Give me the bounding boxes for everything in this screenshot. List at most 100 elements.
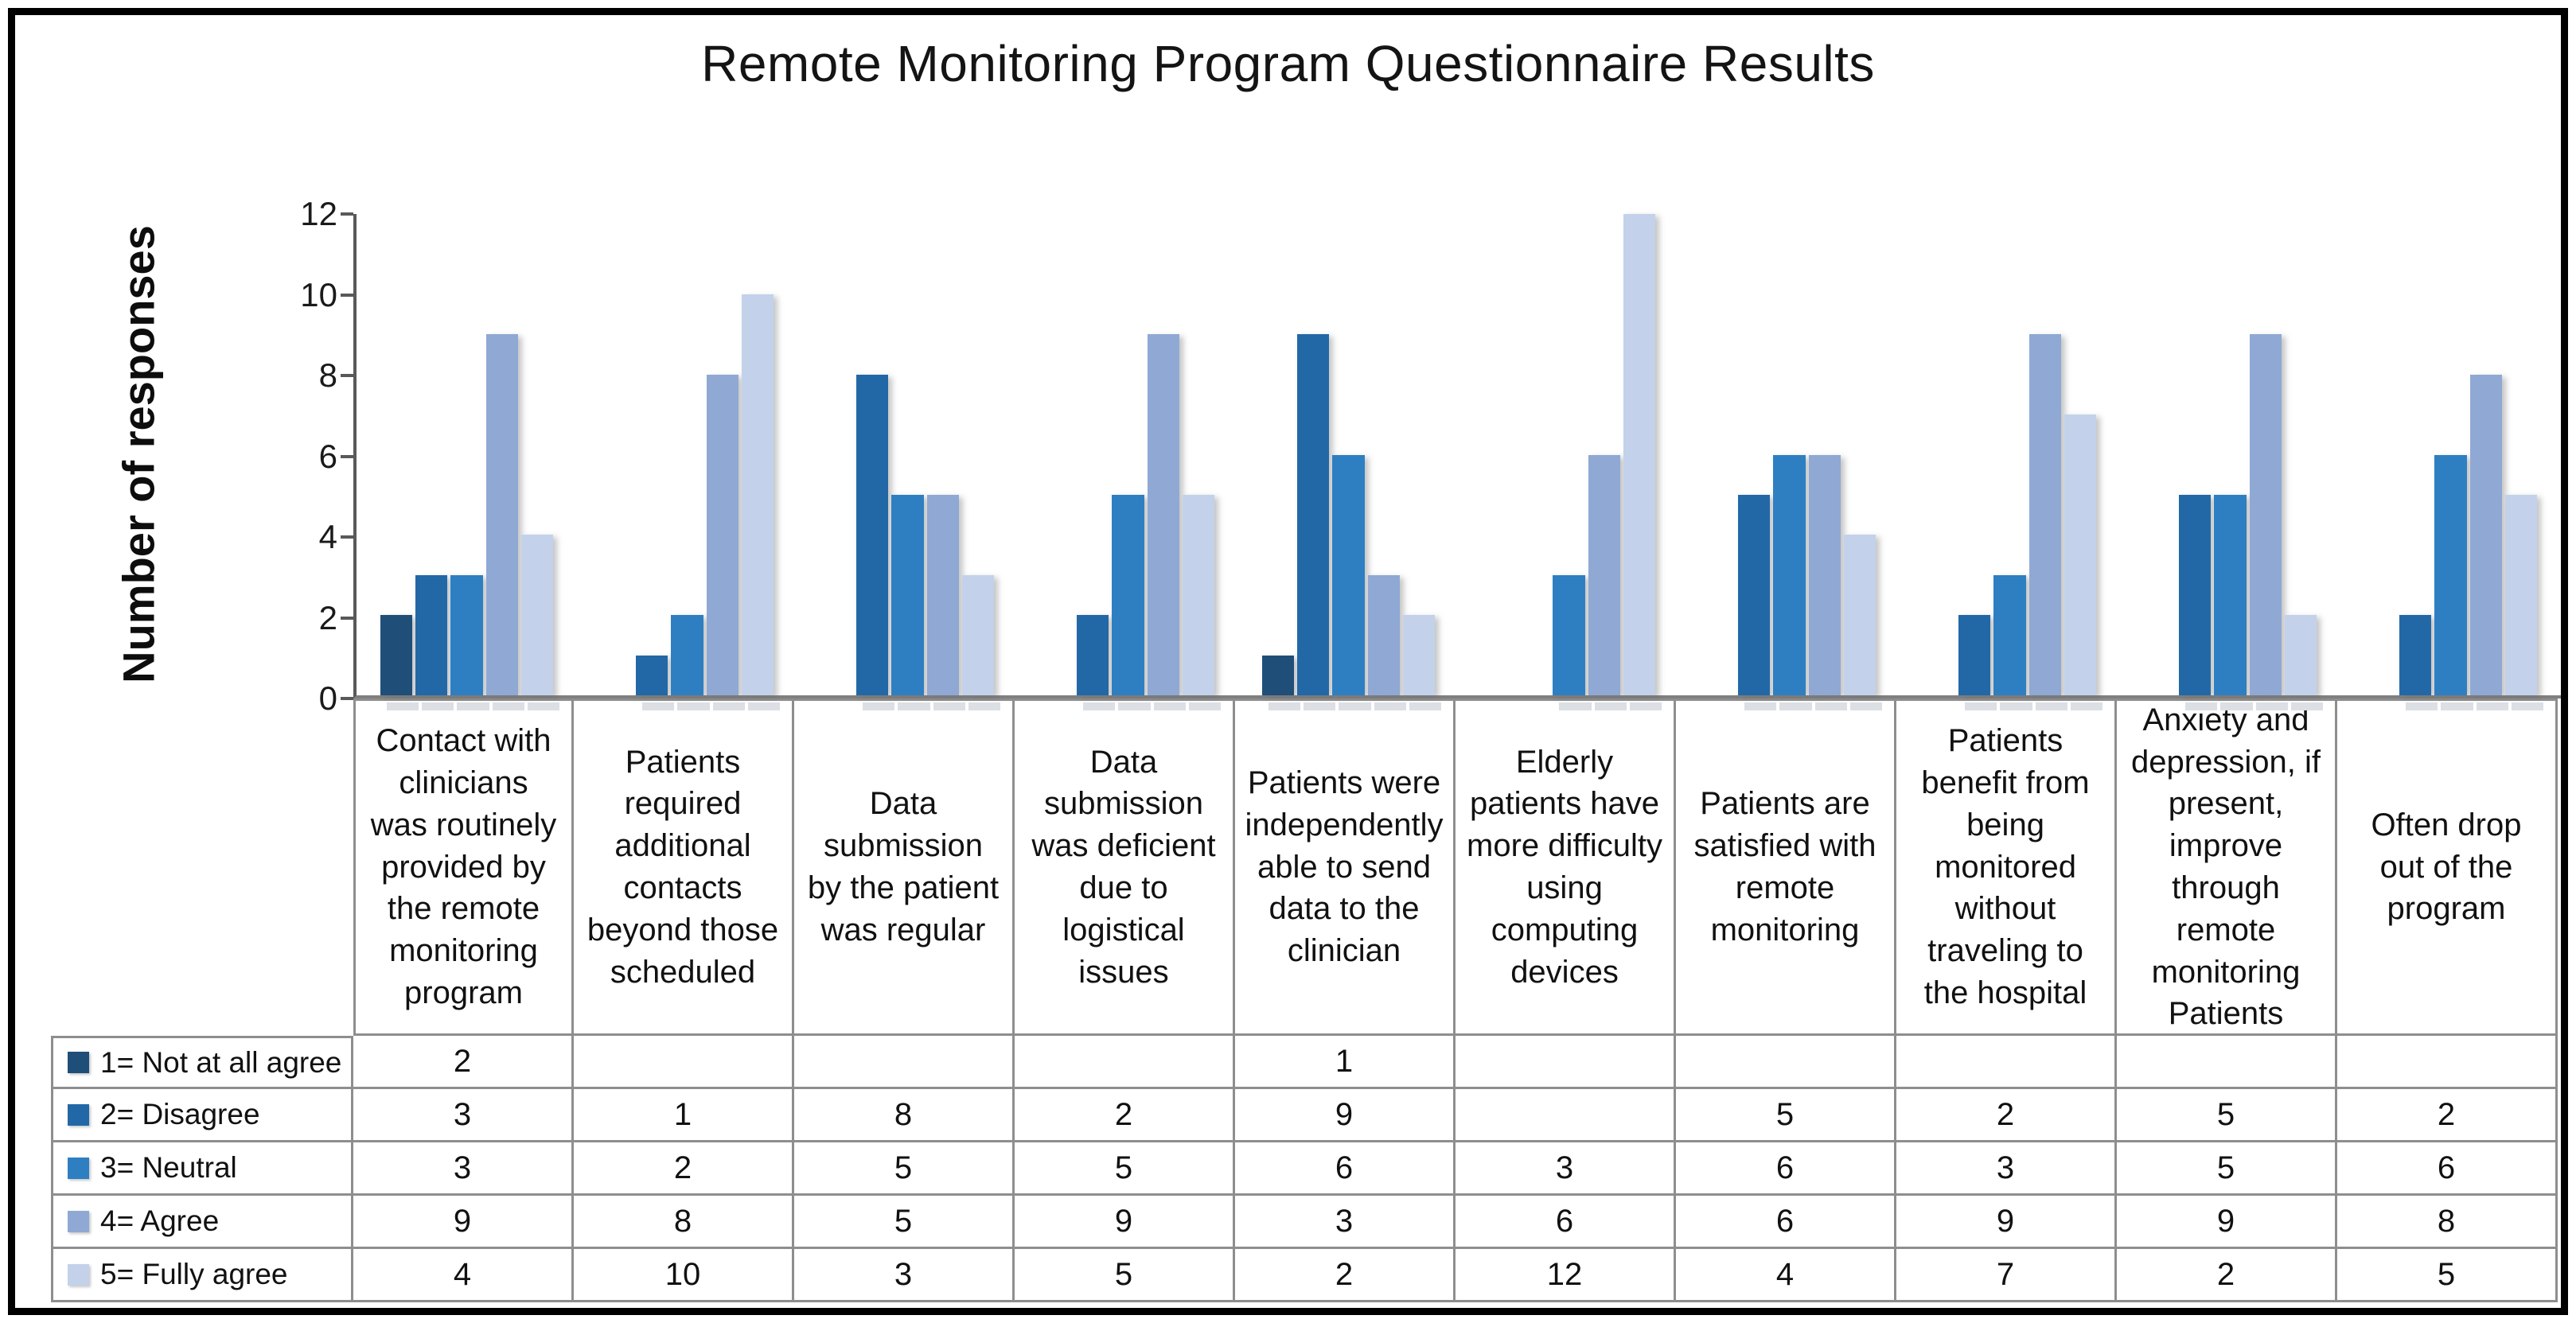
bar-slot: [926, 214, 965, 710]
bar-shadow: [2290, 702, 2324, 710]
legend-cell: 3= Neutral: [51, 1142, 353, 1196]
value-cell: 6: [1235, 1142, 1456, 1196]
bar-shadow: [1409, 702, 1442, 710]
legend-label: 2= Disagree: [100, 1098, 260, 1130]
bar-slot: [1703, 214, 1735, 695]
bar-shadow: [1118, 702, 1151, 710]
value-cell: 1: [1235, 1036, 1456, 1089]
bar-shadow: [1849, 702, 1883, 710]
y-axis-tick-mark: [341, 454, 353, 458]
value-cell: 2: [353, 1036, 574, 1089]
bar-s2-c7: [1738, 494, 1771, 695]
bar-slot: [2469, 214, 2508, 710]
bar-slot: [485, 214, 524, 710]
legend-cell: 5= Fully agree: [51, 1249, 353, 1302]
value-cell: 3: [1896, 1142, 2117, 1196]
bar-shadow: [2476, 702, 2508, 710]
value-cell: 3: [794, 1249, 1015, 1302]
value-cell: 12: [1456, 1249, 1676, 1302]
bar-slot: [671, 214, 710, 710]
bar-shadow: [1188, 702, 1222, 710]
bar-s4-c8: [2028, 334, 2061, 695]
category-group: [1238, 214, 1459, 710]
bar-shadow: [642, 702, 675, 710]
chart-title: Remote Monitoring Program Questionnaire …: [701, 35, 1875, 92]
bar-s3-c3: [891, 494, 924, 695]
bar-s5-c10: [2504, 494, 2538, 695]
value-cell: 5: [794, 1142, 1015, 1196]
value-cell: [574, 1036, 794, 1089]
bar-slot: [2249, 214, 2288, 710]
bar-slot: [961, 214, 1001, 710]
bar-slot: [821, 214, 853, 695]
y-axis-tick-label: 2: [318, 598, 337, 636]
bar-shadow: [1269, 702, 1301, 710]
value-cell: 5: [794, 1196, 1015, 1249]
bar-shadow: [2441, 702, 2473, 710]
bar-slot: [2179, 214, 2218, 710]
bar-slot: [520, 214, 560, 710]
bar-shadow: [1779, 702, 1812, 710]
y-axis-tick-mark: [341, 374, 353, 377]
value-cell: 5: [2117, 1089, 2337, 1142]
category-header-cell: Data submission by the patient was regul…: [794, 698, 1015, 1036]
bar-s5-c2: [741, 294, 774, 695]
value-cell: 8: [2337, 1196, 2558, 1249]
value-cell: 3: [353, 1089, 574, 1142]
value-cell: 5: [1015, 1142, 1235, 1196]
bar-shadow: [1083, 702, 1116, 710]
bar-s4-c3: [926, 494, 959, 695]
bar-s4-c7: [1808, 454, 1841, 695]
bar-s5-c9: [2284, 615, 2317, 695]
value-cell: [1456, 1089, 1676, 1142]
bar-s2-c8: [1958, 615, 1991, 695]
bar-shadow: [677, 702, 710, 710]
bar-slot: [1262, 214, 1301, 710]
legend-cell: 1= Not at all agree: [51, 1036, 353, 1089]
bar-shadow: [387, 702, 419, 710]
value-cell: 4: [1676, 1249, 1896, 1302]
bar-slot: [1923, 214, 1955, 695]
category-header-cell: Elderly patients have more difficulty us…: [1456, 698, 1676, 1036]
value-cell: [2337, 1036, 2558, 1089]
y-axis-tick-label: 6: [318, 437, 337, 475]
bar-slot: [1518, 214, 1549, 695]
bar-s4-c1: [485, 334, 518, 695]
bar-s1-c5: [1262, 655, 1295, 695]
category-group: [577, 214, 797, 710]
value-cell: 9: [1015, 1196, 1235, 1249]
bar-s3-c9: [2214, 494, 2247, 695]
bar-s5-c6: [1623, 214, 1656, 695]
bar-slot: [891, 214, 930, 710]
bar-shadow: [1339, 702, 1371, 710]
bar-slot: [741, 214, 781, 710]
y-axis-tick-mark: [341, 616, 353, 620]
value-cell: [794, 1036, 1015, 1089]
value-cell: [1015, 1036, 1235, 1089]
bar-shadow: [898, 702, 930, 710]
value-cell: 9: [353, 1196, 574, 1249]
bar-slot: [1738, 214, 1777, 710]
bar-s4-c4: [1147, 334, 1179, 695]
y-axis-tick-label: 4: [318, 518, 337, 555]
bar-s5-c7: [1843, 535, 1876, 695]
category-header-cell: Contact with clinicians was routinely pr…: [353, 698, 574, 1036]
figure-frame: Remote Monitoring Program Questionnaire …: [8, 8, 2568, 1315]
value-cell: 8: [574, 1196, 794, 1249]
category-group: [1459, 214, 1679, 710]
bar-shadow: [2220, 702, 2253, 710]
table-corner-blank: [51, 698, 353, 1036]
bar-shadow: [2406, 702, 2438, 710]
plot-area: [353, 214, 2561, 710]
bar-s5-c3: [961, 574, 995, 695]
bar-s3-c6: [1553, 574, 1585, 695]
bar-shadow: [1629, 702, 1662, 710]
bar-slot: [450, 214, 489, 710]
bar-s2-c5: [1297, 334, 1330, 695]
bar-s3-c7: [1773, 454, 1806, 695]
value-cell: 1: [574, 1089, 794, 1142]
bar-shadow: [1559, 702, 1592, 710]
bar-slot: [1402, 214, 1442, 710]
bar-slot: [1147, 214, 1186, 710]
value-cell: 9: [1896, 1196, 2117, 1249]
